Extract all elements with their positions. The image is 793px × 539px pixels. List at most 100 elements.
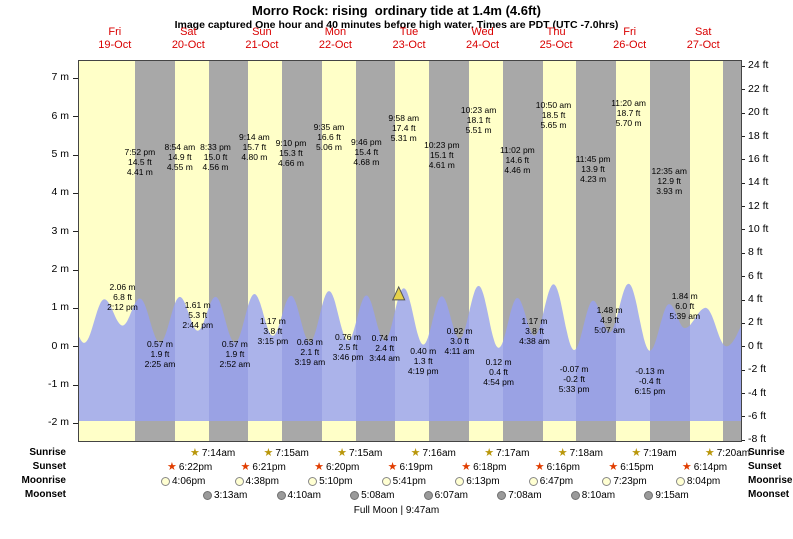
- sunset-star-icon: ★: [167, 461, 177, 473]
- annotation-line: -0.13 m: [635, 366, 665, 377]
- annotation-line: 15.0 ft: [203, 151, 228, 162]
- moonset-circle-icon: [203, 491, 212, 500]
- annotation-line: 3.0 ft: [450, 336, 470, 347]
- moonrise-time: 6:13pm: [466, 476, 500, 487]
- high-tide-annotation: 10:50 am 18.5 ft 5.65 m: [536, 100, 571, 130]
- moonrise-entry: 6:47pm: [528, 475, 573, 488]
- moonset-label-left: Moonset: [24, 489, 66, 500]
- high-tide-annotation: 7:52 pm 14.5 ft 4.41 m: [125, 147, 156, 177]
- high-tide-annotation: 9:35 am 16.6 ft 5.06 m: [314, 122, 345, 152]
- feet-tick-label: 22 ft: [748, 82, 769, 95]
- annotation-line: 3.8 ft: [525, 326, 544, 337]
- day-date: 19-Oct: [98, 39, 132, 51]
- low-tide-annotation: 0.12 m 0.4 ft 4:54 pm: [483, 357, 514, 387]
- annotation-line: 4.68 m: [353, 156, 380, 167]
- annotation-line: 1.17 m: [259, 316, 286, 327]
- high-tide-annotation: 11:02 pm 14.6 ft 4.46 m: [500, 145, 535, 175]
- sunrise-time: 7:14am: [201, 448, 236, 459]
- sunset-time: 6:18pm: [473, 462, 507, 473]
- annotation-line: 7:52 pm: [124, 147, 156, 158]
- meter-tick-label: 5 m: [51, 148, 69, 161]
- annotation-line: 5.70 m: [615, 117, 642, 128]
- low-tide-annotation: 0.76 m 2.5 ft 3:46 pm: [333, 332, 364, 362]
- moonset-entry: 9:15am: [644, 489, 689, 502]
- day-date: 22-Oct: [318, 39, 352, 51]
- sunset-label-left: Sunset: [32, 461, 66, 472]
- annotation-line: 14.5 ft: [128, 157, 152, 168]
- moon-phase-note: Full Moon | 9:47am: [353, 505, 440, 516]
- feet-tick: [740, 252, 745, 254]
- sunrise-entry: ★ 7:14am: [190, 447, 235, 460]
- annotation-line: 15.3 ft: [279, 147, 303, 158]
- feet-tick: [740, 229, 745, 231]
- day-date: 21-Oct: [245, 39, 279, 51]
- feet-tick-label: 18 ft: [748, 129, 769, 142]
- moonset-time: 8:10am: [581, 490, 616, 501]
- moonrise-row: Moonrise Moonrise 4:06pm 4:38pm 5:10pm 5:41pm…: [0, 475, 793, 489]
- moonset-time: 5:08am: [361, 490, 395, 501]
- moonset-time: 6:07am: [434, 490, 469, 501]
- day-label: Fri 19-Oct: [78, 26, 152, 52]
- meter-tick: [73, 307, 78, 309]
- annotation-line: 4.61 m: [428, 159, 455, 170]
- low-tide-annotation: 0.63 m 2.1 ft 3:19 am: [294, 337, 325, 367]
- day-label: Mon 22-Oct: [299, 26, 373, 52]
- day-weekday: Tue: [399, 26, 419, 38]
- moonset-entry: 8:10am: [570, 489, 616, 502]
- meter-tick: [73, 154, 78, 156]
- annotation-line: -0.4 ft: [638, 376, 661, 387]
- annotation-line: 2.5 ft: [338, 342, 358, 353]
- meter-tick: [73, 346, 78, 348]
- sunset-star-icon: ★: [681, 461, 692, 473]
- sunset-time: 6:15pm: [620, 462, 654, 473]
- moonrise-entry: 4:06pm: [161, 475, 205, 488]
- annotation-line: 0.12 m: [485, 356, 512, 367]
- right-axis-feet: 24 ft 22 ft 20 ft 18 ft 16 ft 14 ft 12 ft 10 ft…: [740, 60, 793, 445]
- feet-tick-label: 10 ft: [748, 222, 769, 235]
- feet-tick: [740, 112, 745, 114]
- tide-annotations: 2.06 m 6.8 ft 2:12 pm 7:52 pm 14.5 ft 4.41 m 0…: [79, 61, 741, 441]
- meter-tick: [73, 116, 78, 118]
- feet-tick-label: 6 ft: [748, 269, 763, 282]
- high-tide-annotation: 8:33 pm 15.0 ft 4.56 m: [200, 142, 231, 172]
- high-tide-annotation: 10:23 pm 15.1 ft 4.61 m: [424, 140, 459, 170]
- low-tide-annotation: 0.40 m 1.3 ft 4:19 pm: [408, 346, 439, 376]
- annotation-line: 15.1 ft: [429, 149, 454, 160]
- annotation-line: 15.4 ft: [354, 146, 379, 157]
- sunset-star-icon: ★: [314, 461, 324, 473]
- annotation-line: 2:25 am: [144, 359, 176, 370]
- moonrise-circle-icon: [161, 477, 170, 486]
- meter-tick-label: 2 m: [51, 263, 69, 276]
- annotation-line: 4.23 m: [580, 174, 607, 185]
- low-tide-annotation: 1.48 m 4.9 ft 5:07 am: [594, 305, 625, 335]
- sunrise-entry: ★ 7:16am: [411, 447, 456, 460]
- sunset-time: 6:20pm: [325, 462, 360, 473]
- day-date: 26-Oct: [613, 39, 647, 51]
- feet-tick: [740, 299, 745, 301]
- annotation-line: 4.9 ft: [600, 314, 620, 325]
- moonrise-time: 4:06pm: [172, 476, 206, 487]
- annotation-line: 4.80 m: [241, 152, 268, 163]
- annotation-line: 4.66 m: [277, 157, 304, 168]
- moonrise-entry: 4:38pm: [234, 475, 279, 488]
- annotation-line: 2.1 ft: [300, 347, 320, 358]
- sunset-time: 6:14pm: [693, 462, 728, 473]
- annotation-line: 4.41 m: [126, 167, 153, 178]
- annotation-line: 5:07 am: [594, 324, 625, 335]
- moonrise-entry: 5:41pm: [381, 475, 426, 488]
- annotation-line: 6.0 ft: [675, 300, 695, 311]
- moonrise-circle-icon: [381, 477, 391, 486]
- annotation-line: 1.9 ft: [225, 349, 245, 360]
- annotation-line: 12.9 ft: [657, 175, 682, 186]
- annotation-line: 2:44 pm: [182, 319, 214, 330]
- meter-tick-label: 0 m: [51, 339, 69, 352]
- high-tide-annotation: 9:10 pm 15.3 ft 4.66 m: [276, 138, 307, 168]
- low-tide-annotation: -0.13 m -0.4 ft 6:15 pm: [634, 366, 665, 396]
- feet-tick-label: 12 ft: [748, 199, 769, 212]
- annotation-line: 17.4 ft: [391, 122, 416, 133]
- meter-tick: [73, 192, 78, 194]
- annotation-line: 5.51 m: [465, 125, 492, 136]
- sunset-row: Sunset Sunset ★ 6:22pm ★ 6:21pm ★ 6:20pm ★ 6:19pm…: [0, 461, 793, 475]
- feet-tick: [740, 182, 745, 184]
- day-date: 24-Oct: [466, 39, 500, 51]
